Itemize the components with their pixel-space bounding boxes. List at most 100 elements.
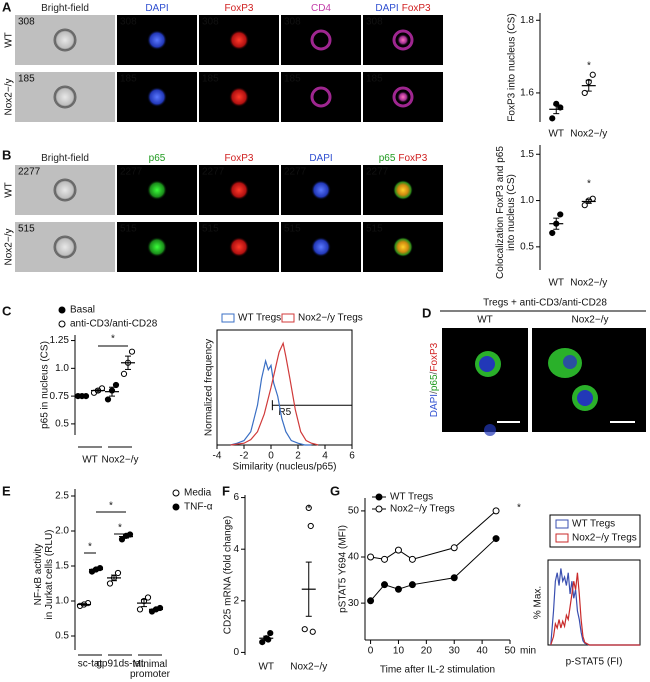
data-point: [549, 229, 556, 237]
data-point: [267, 629, 274, 637]
cell: [53, 28, 77, 52]
y-tick-label: 2.0: [55, 526, 69, 537]
y-axis-label-line: NF-κB activity: [33, 544, 44, 606]
data-point: [408, 581, 416, 589]
row-label: Nox2−/y: [4, 229, 15, 266]
data-point: [394, 546, 402, 554]
panel-letter: D: [422, 305, 431, 320]
data-point: [367, 553, 375, 561]
y-tick-label: 1.8: [520, 15, 534, 26]
micrograph: [281, 72, 361, 122]
x-tick-label: 30: [449, 646, 461, 657]
column-title-word: DAPI: [309, 153, 332, 164]
column-title-word: DAPI: [145, 3, 168, 14]
cell: [311, 237, 331, 257]
y-tick-label: 0.5: [520, 241, 534, 252]
legend-swatch: [281, 313, 295, 323]
stain-label: DAPI/p65/FoxP3: [429, 342, 440, 417]
cell: [397, 34, 409, 46]
data-point: [492, 535, 500, 543]
column-title-word: FoxP3: [402, 3, 431, 14]
data-point: [450, 544, 458, 552]
data-point: [104, 396, 112, 403]
column-title: Bright-field: [41, 153, 89, 164]
y-axis-label: p65 in nucleus (CS): [40, 341, 51, 429]
y-tick-label: 40: [348, 552, 360, 563]
y-tick-label: 1.0: [520, 195, 534, 206]
x-tick-label: 40: [477, 646, 489, 657]
x-tick-label: 20: [421, 646, 433, 657]
data-point: [120, 370, 128, 377]
series-line: [370, 538, 497, 602]
event-count: 2277: [18, 167, 41, 178]
series-line: [550, 568, 640, 646]
stain-word: DAPI: [429, 394, 440, 417]
legend-label: WT Tregs: [572, 519, 615, 530]
cell: [310, 29, 332, 51]
column-title: p65 FoxP3: [379, 153, 428, 164]
x-axis-label: Time after IL-2 stimulation: [380, 665, 495, 676]
legend-marker: [58, 320, 66, 328]
plot-frame: [216, 329, 353, 446]
panel-letter: G: [330, 483, 340, 498]
x-axis-label: Similarity (nucleus/p65): [233, 462, 337, 473]
y-axis-label: FoxP3 into nucleus (CS): [507, 13, 518, 121]
significance-star: *: [118, 523, 122, 534]
significance-star: *: [88, 542, 92, 553]
cell: [229, 180, 249, 200]
cell: [147, 180, 167, 200]
event-count: 2277: [202, 167, 225, 178]
cell: [53, 85, 77, 109]
x-tick-label: WT: [258, 662, 274, 673]
data-point: [581, 89, 588, 97]
data-point: [305, 504, 312, 512]
legend-marker: [172, 503, 180, 511]
y-tick-label: 30: [348, 598, 360, 609]
stain-word: p65: [429, 374, 440, 391]
y-tick-label: 50: [348, 506, 360, 517]
event-count: 515: [18, 224, 35, 235]
y-axis-label: Normalized frequency: [204, 339, 215, 436]
event-count: 185: [18, 74, 35, 85]
event-count: 308: [284, 17, 301, 28]
event-count: 515: [120, 224, 137, 235]
x-tick-label: Nox2−/y: [290, 662, 327, 673]
legend-swatch: [221, 313, 235, 323]
series-line: [230, 358, 312, 446]
y-tick-label: 6: [233, 492, 239, 503]
x-tick-label: Minimal promoter: [130, 659, 171, 680]
panel-title: Tregs + anti-CD3/anti-CD28: [483, 298, 607, 309]
legend-label: Media: [184, 488, 212, 499]
event-count: 515: [366, 224, 383, 235]
y-axis-label: % Max.: [533, 586, 544, 619]
y-axis-label: NF-κB activityin Jurkat cells (RLU): [33, 529, 55, 619]
significance-star: *: [587, 179, 591, 190]
event-count: 185: [366, 74, 383, 85]
cell: [147, 237, 167, 257]
data-point: [259, 638, 266, 646]
cell: [393, 237, 413, 257]
data-point: [492, 507, 500, 515]
event-count: 515: [202, 224, 219, 235]
cell: [311, 180, 331, 200]
column-title: Bright-field: [41, 3, 89, 14]
event-count: 185: [202, 74, 219, 85]
data-point: [581, 202, 588, 209]
data-point: [114, 569, 122, 577]
y-tick-label: 1.6: [520, 88, 534, 99]
gate-label: R5: [278, 407, 291, 418]
significance-star: *: [517, 503, 521, 514]
series-line: [370, 510, 497, 560]
row-label: WT: [4, 182, 15, 198]
x-tick-label: Nox2−/y: [570, 129, 607, 140]
column-title-word: p65: [149, 153, 166, 164]
data-point: [106, 580, 114, 587]
y-tick-label: 1.5: [55, 561, 69, 572]
y-tick-label: 0.75: [50, 391, 70, 402]
column-title: DAPI: [309, 153, 332, 164]
x-axis-label: p-STAT5 (FI): [566, 657, 623, 668]
x-tick-label: 6: [349, 451, 355, 462]
data-point: [381, 581, 389, 589]
legend-marker: [172, 489, 180, 497]
